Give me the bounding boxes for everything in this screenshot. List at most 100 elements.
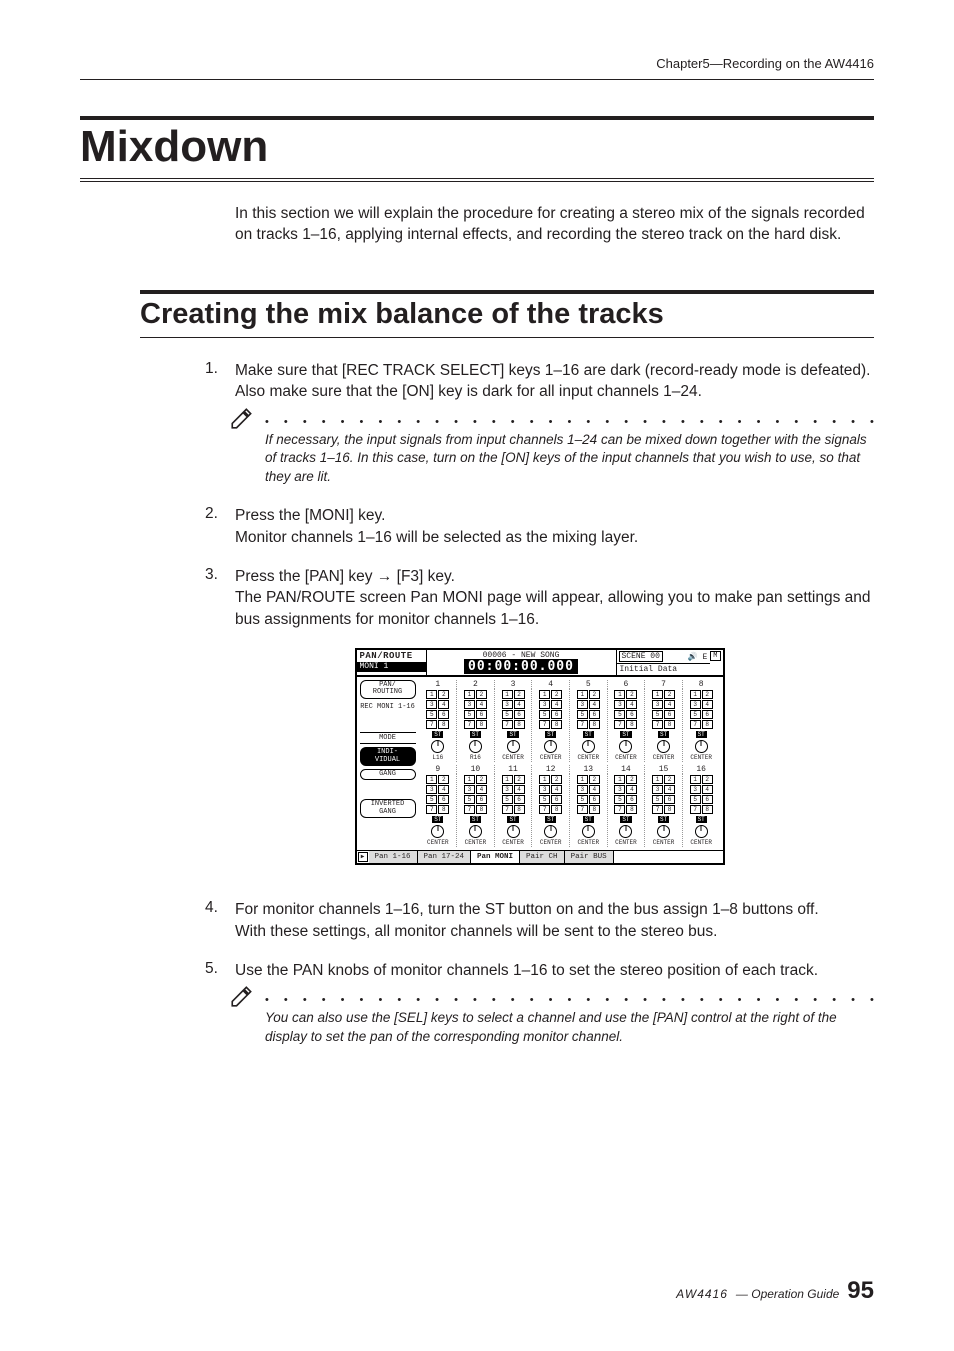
lcd-inverted-gang-button[interactable]: INVERTED GANG bbox=[360, 799, 416, 818]
st-button[interactable]: ST bbox=[432, 731, 443, 738]
bus-assign-button[interactable]: 5 bbox=[464, 710, 475, 719]
bus-assign-button[interactable]: 7 bbox=[502, 720, 513, 729]
bus-assign-button[interactable]: 2 bbox=[476, 690, 487, 699]
bus-assign-button[interactable]: 4 bbox=[514, 700, 525, 709]
bus-assign-button[interactable]: 6 bbox=[664, 795, 675, 804]
bus-assign-button[interactable]: 7 bbox=[614, 720, 625, 729]
bus-assign-button[interactable]: 2 bbox=[626, 690, 637, 699]
st-button[interactable]: ST bbox=[620, 816, 631, 823]
lcd-tab-pan-moni[interactable]: Pan MONI bbox=[471, 851, 520, 863]
bus-assign-button[interactable]: 4 bbox=[702, 785, 713, 794]
bus-assign-button[interactable]: 7 bbox=[426, 720, 437, 729]
bus-assign-button[interactable]: 4 bbox=[664, 700, 675, 709]
pan-knob[interactable] bbox=[657, 740, 670, 753]
bus-assign-button[interactable]: 4 bbox=[702, 700, 713, 709]
pan-knob[interactable] bbox=[507, 740, 520, 753]
bus-assign-button[interactable]: 5 bbox=[464, 795, 475, 804]
pan-knob[interactable] bbox=[431, 825, 444, 838]
bus-assign-button[interactable]: 8 bbox=[626, 805, 637, 814]
pan-knob[interactable] bbox=[619, 740, 632, 753]
bus-assign-button[interactable]: 4 bbox=[438, 700, 449, 709]
bus-assign-button[interactable]: 8 bbox=[626, 720, 637, 729]
lcd-play-icon[interactable]: ▶ bbox=[358, 852, 368, 862]
bus-assign-button[interactable]: 3 bbox=[464, 785, 475, 794]
bus-assign-button[interactable]: 4 bbox=[476, 700, 487, 709]
st-button[interactable]: ST bbox=[620, 731, 631, 738]
bus-assign-button[interactable]: 5 bbox=[426, 795, 437, 804]
bus-assign-button[interactable]: 6 bbox=[476, 710, 487, 719]
bus-assign-button[interactable]: 7 bbox=[539, 720, 550, 729]
bus-assign-button[interactable]: 6 bbox=[589, 710, 600, 719]
bus-assign-button[interactable]: 1 bbox=[426, 775, 437, 784]
bus-assign-button[interactable]: 2 bbox=[589, 690, 600, 699]
bus-assign-button[interactable]: 5 bbox=[690, 795, 701, 804]
bus-assign-button[interactable]: 5 bbox=[539, 710, 550, 719]
lcd-tab-pair-bus[interactable]: Pair BUS bbox=[565, 851, 614, 863]
pan-knob[interactable] bbox=[582, 740, 595, 753]
bus-assign-button[interactable]: 3 bbox=[502, 785, 513, 794]
bus-assign-button[interactable]: 1 bbox=[539, 775, 550, 784]
lcd-pan-routing-button[interactable]: PAN/ ROUTING bbox=[360, 680, 416, 699]
bus-assign-button[interactable]: 2 bbox=[438, 775, 449, 784]
bus-assign-button[interactable]: 3 bbox=[539, 700, 550, 709]
bus-assign-button[interactable]: 3 bbox=[577, 785, 588, 794]
bus-assign-button[interactable]: 6 bbox=[551, 710, 562, 719]
lcd-tab-pair-ch[interactable]: Pair CH bbox=[520, 851, 565, 863]
st-button[interactable]: ST bbox=[583, 816, 594, 823]
bus-assign-button[interactable]: 5 bbox=[502, 710, 513, 719]
bus-assign-button[interactable]: 1 bbox=[502, 775, 513, 784]
st-button[interactable]: ST bbox=[545, 731, 556, 738]
bus-assign-button[interactable]: 4 bbox=[551, 700, 562, 709]
pan-knob[interactable] bbox=[695, 825, 708, 838]
bus-assign-button[interactable]: 3 bbox=[652, 785, 663, 794]
st-button[interactable]: ST bbox=[696, 816, 707, 823]
bus-assign-button[interactable]: 4 bbox=[551, 785, 562, 794]
st-button[interactable]: ST bbox=[658, 731, 669, 738]
bus-assign-button[interactable]: 2 bbox=[664, 775, 675, 784]
bus-assign-button[interactable]: 2 bbox=[702, 775, 713, 784]
st-button[interactable]: ST bbox=[507, 816, 518, 823]
bus-assign-button[interactable]: 6 bbox=[589, 795, 600, 804]
bus-assign-button[interactable]: 2 bbox=[476, 775, 487, 784]
st-button[interactable]: ST bbox=[583, 731, 594, 738]
bus-assign-button[interactable]: 8 bbox=[514, 720, 525, 729]
bus-assign-button[interactable]: 1 bbox=[577, 775, 588, 784]
bus-assign-button[interactable]: 2 bbox=[589, 775, 600, 784]
bus-assign-button[interactable]: 8 bbox=[664, 805, 675, 814]
bus-assign-button[interactable]: 8 bbox=[551, 805, 562, 814]
bus-assign-button[interactable]: 7 bbox=[690, 805, 701, 814]
bus-assign-button[interactable]: 3 bbox=[690, 700, 701, 709]
bus-assign-button[interactable]: 4 bbox=[476, 785, 487, 794]
bus-assign-button[interactable]: 7 bbox=[464, 805, 475, 814]
bus-assign-button[interactable]: 4 bbox=[626, 785, 637, 794]
bus-assign-button[interactable]: 1 bbox=[614, 690, 625, 699]
bus-assign-button[interactable]: 1 bbox=[539, 690, 550, 699]
bus-assign-button[interactable]: 7 bbox=[577, 720, 588, 729]
bus-assign-button[interactable]: 6 bbox=[702, 795, 713, 804]
bus-assign-button[interactable]: 6 bbox=[664, 710, 675, 719]
bus-assign-button[interactable]: 1 bbox=[690, 775, 701, 784]
bus-assign-button[interactable]: 6 bbox=[626, 710, 637, 719]
bus-assign-button[interactable]: 5 bbox=[577, 795, 588, 804]
bus-assign-button[interactable]: 3 bbox=[652, 700, 663, 709]
bus-assign-button[interactable]: 4 bbox=[626, 700, 637, 709]
bus-assign-button[interactable]: 5 bbox=[426, 710, 437, 719]
bus-assign-button[interactable]: 2 bbox=[626, 775, 637, 784]
bus-assign-button[interactable]: 2 bbox=[438, 690, 449, 699]
bus-assign-button[interactable]: 8 bbox=[438, 720, 449, 729]
bus-assign-button[interactable]: 7 bbox=[577, 805, 588, 814]
bus-assign-button[interactable]: 6 bbox=[438, 710, 449, 719]
pan-knob[interactable] bbox=[469, 740, 482, 753]
bus-assign-button[interactable]: 7 bbox=[426, 805, 437, 814]
bus-assign-button[interactable]: 6 bbox=[514, 795, 525, 804]
pan-knob[interactable] bbox=[619, 825, 632, 838]
bus-assign-button[interactable]: 8 bbox=[702, 720, 713, 729]
pan-knob[interactable] bbox=[431, 740, 444, 753]
bus-assign-button[interactable]: 3 bbox=[464, 700, 475, 709]
bus-assign-button[interactable]: 6 bbox=[476, 795, 487, 804]
st-button[interactable]: ST bbox=[545, 816, 556, 823]
bus-assign-button[interactable]: 6 bbox=[702, 710, 713, 719]
bus-assign-button[interactable]: 3 bbox=[502, 700, 513, 709]
bus-assign-button[interactable]: 6 bbox=[626, 795, 637, 804]
bus-assign-button[interactable]: 1 bbox=[690, 690, 701, 699]
